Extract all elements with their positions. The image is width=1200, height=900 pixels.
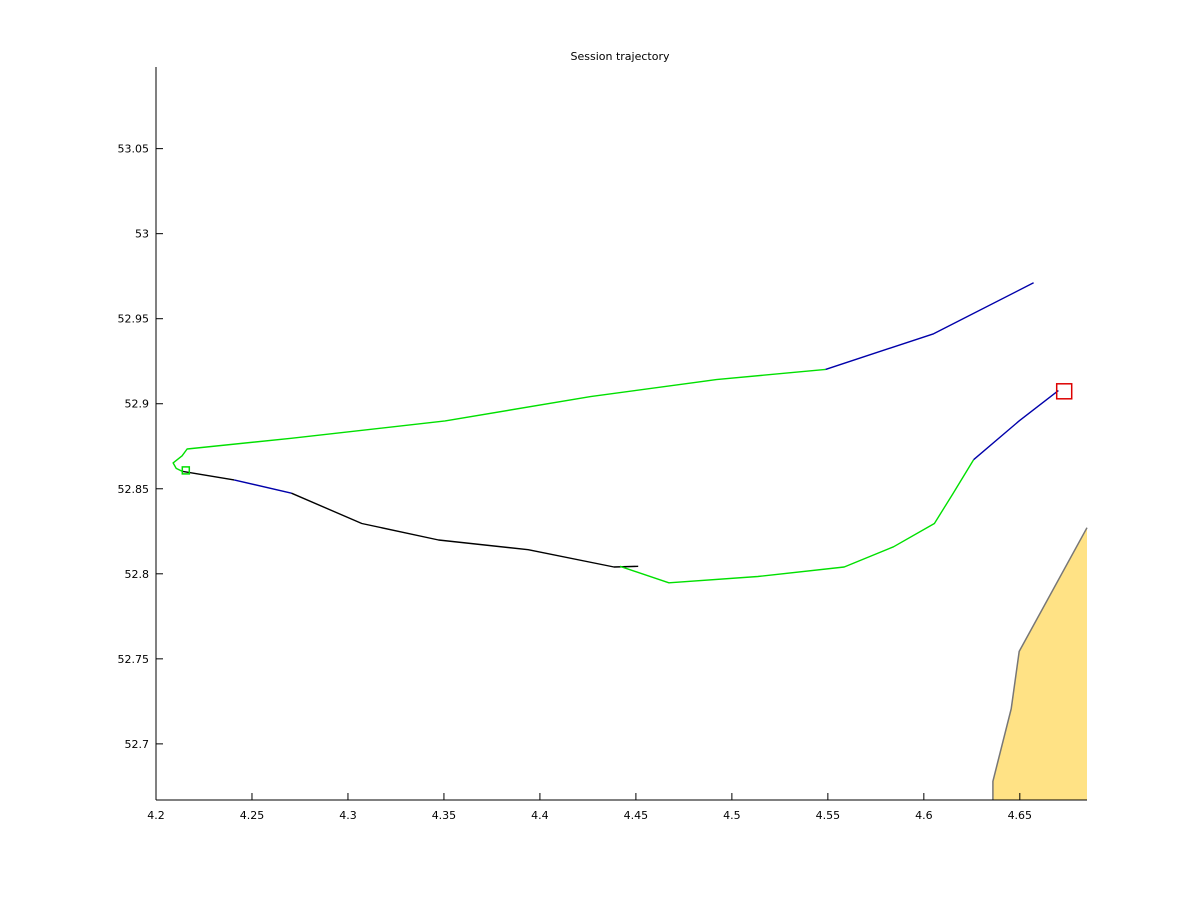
coastline [992, 527, 1088, 800]
end-marker [1055, 383, 1073, 400]
x-tick-label: 4.2 [147, 809, 165, 822]
x-tick-label: 4.25 [240, 809, 265, 822]
y-ticks: 52.7 52.75 52.8 52.85 52.9 52.95 53 53.05 [118, 143, 163, 751]
land-area [992, 527, 1088, 800]
track-segment-blue [973, 390, 1059, 461]
y-tick-label: 52.8 [125, 568, 150, 581]
y-tick-label: 52.9 [125, 398, 150, 411]
y-tick-label: 53.05 [118, 143, 150, 156]
x-tick-label: 4.35 [432, 809, 457, 822]
x-tick-label: 4.3 [339, 809, 357, 822]
x-tick-label: 4.45 [624, 809, 649, 822]
x-tick-label: 4.65 [1008, 809, 1033, 822]
track-segment-blue [825, 282, 1034, 371]
start-marker [181, 466, 191, 475]
x-tick-label: 4.55 [816, 809, 841, 822]
trajectory-markers [181, 383, 1073, 475]
axes [155, 67, 1087, 801]
track-segment-black [181, 470, 235, 481]
y-tick-label: 53 [135, 228, 149, 241]
track-segment-green [172, 368, 826, 472]
land-polygon [992, 527, 1087, 800]
y-tick-label: 52.75 [118, 653, 150, 666]
x-tick-label: 4.5 [723, 809, 741, 822]
x-tick-label: 4.6 [915, 809, 933, 822]
x-ticks: 4.2 4.25 4.3 4.35 4.4 4.45 4.5 4.55 4.6 4.65 [147, 793, 1032, 822]
trajectory-lines [172, 282, 1059, 584]
x-tick-label: 4.4 [531, 809, 549, 822]
y-tick-label: 52.85 [118, 483, 150, 496]
track-segment-green [619, 459, 975, 584]
track-segment-black [291, 492, 639, 568]
track-segment-blue [233, 479, 292, 494]
chart-title: Session trajectory [571, 50, 670, 63]
y-tick-label: 52.7 [125, 738, 150, 751]
y-tick-label: 52.95 [118, 313, 150, 326]
